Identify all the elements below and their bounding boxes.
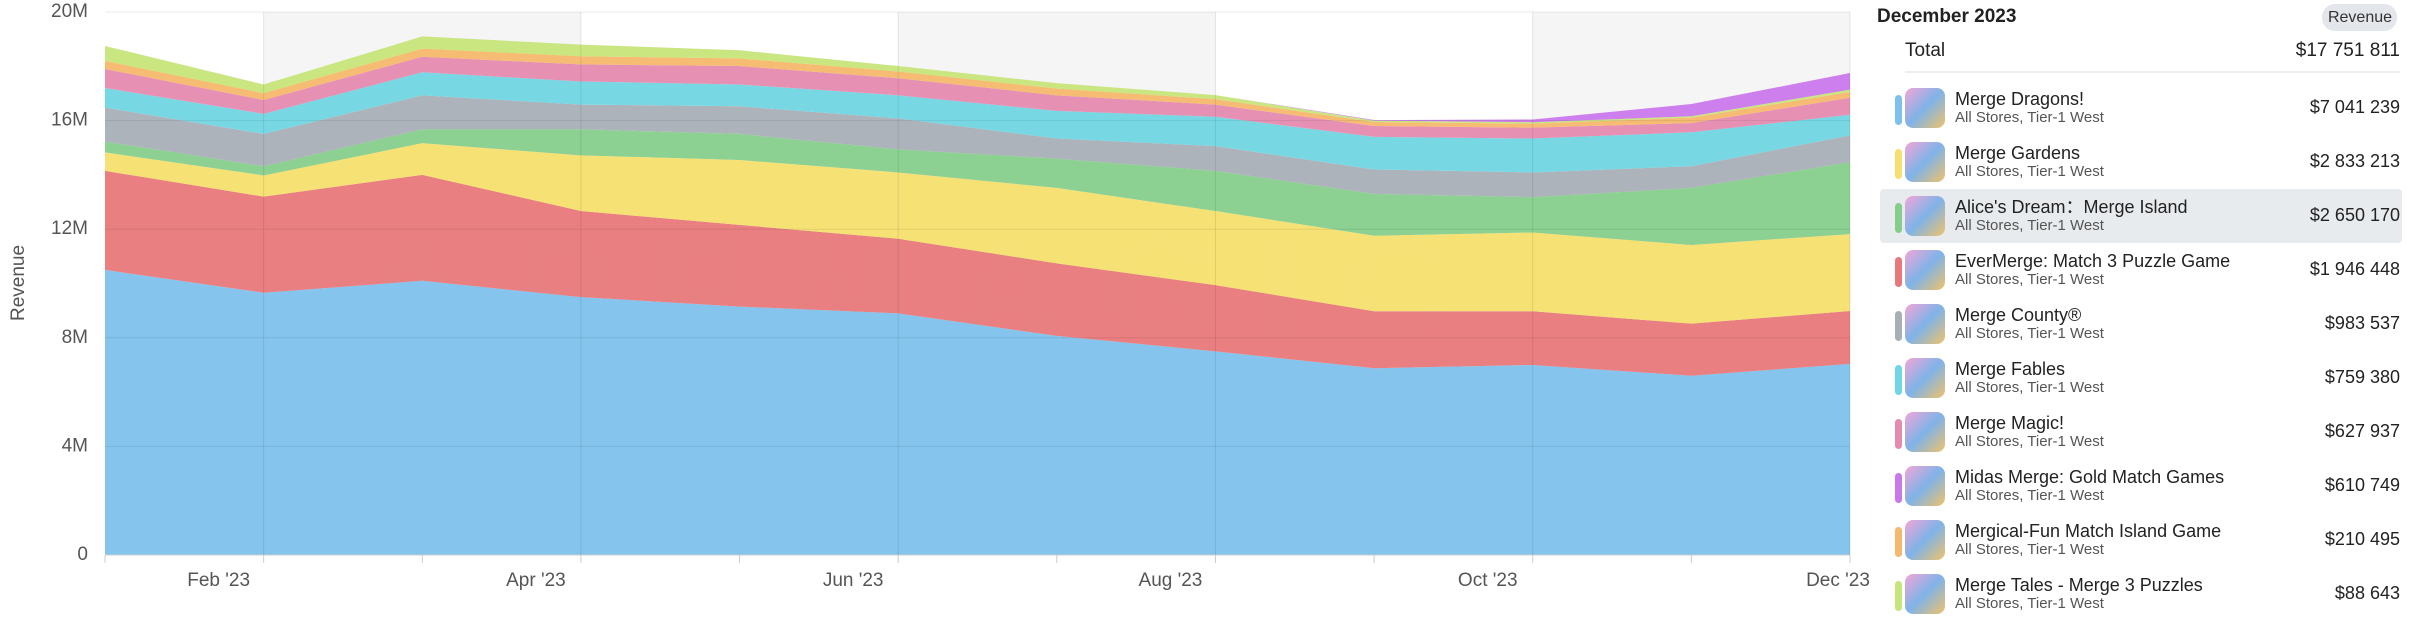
legend-swatch[interactable] bbox=[1895, 419, 1902, 449]
legend-panel: December 2023 Revenue Total $17 751 811 Merg… bbox=[1877, 4, 2402, 614]
y-tick-label: 16M bbox=[51, 110, 88, 131]
legend-swatch[interactable] bbox=[1895, 365, 1902, 395]
x-tick-label: Aug '23 bbox=[1139, 570, 1203, 591]
app-icon bbox=[1905, 574, 1945, 614]
legend-swatch[interactable] bbox=[1895, 149, 1902, 179]
app-icon bbox=[1905, 520, 1945, 560]
total-value: $17 751 811 bbox=[2296, 40, 2400, 61]
y-tick-label: 8M bbox=[62, 327, 88, 348]
app-subtitle: All Stores, Tier-1 West bbox=[1955, 109, 2105, 126]
area bbox=[105, 72, 1850, 173]
app-value: $1 946 448 bbox=[2310, 259, 2400, 279]
legend-swatch[interactable] bbox=[1895, 95, 1902, 125]
y-axis-title: Revenue bbox=[8, 245, 29, 321]
app-value: $210 495 bbox=[2325, 529, 2400, 549]
legend-swatch[interactable] bbox=[1895, 581, 1902, 611]
app-value: $7 041 239 bbox=[2310, 97, 2400, 117]
app-subtitle: All Stores, Tier-1 West bbox=[1955, 325, 2105, 342]
app-value: $983 537 bbox=[2325, 313, 2400, 333]
y-tick-label: 20M bbox=[51, 1, 88, 22]
y-tick-label: 4M bbox=[62, 435, 88, 456]
app-name: Merge Magic! bbox=[1955, 413, 2064, 433]
areas bbox=[105, 36, 1850, 555]
app-icon bbox=[1905, 250, 1945, 290]
app-name: Merge Tales - Merge 3 Puzzles bbox=[1955, 575, 2203, 595]
period: December 2023 bbox=[1877, 6, 2016, 27]
x-tick-label: Feb '23 bbox=[187, 570, 250, 591]
app-name: Alice's Dream：Merge Island bbox=[1955, 197, 2188, 217]
total-label: Total bbox=[1905, 40, 1945, 61]
app-icon bbox=[1905, 358, 1945, 398]
app-name: EverMerge: Match 3 Puzzle Game bbox=[1955, 251, 2230, 271]
app-value: $627 937 bbox=[2325, 421, 2400, 441]
app-value: $610 749 bbox=[2325, 475, 2400, 495]
y-tick-label: 0 bbox=[77, 544, 88, 565]
x-tick-label: Oct '23 bbox=[1458, 570, 1518, 591]
area bbox=[105, 269, 1850, 555]
app-subtitle: All Stores, Tier-1 West bbox=[1955, 163, 2105, 180]
app-subtitle: All Stores, Tier-1 West bbox=[1955, 541, 2105, 558]
axes: 0 4M 8M 12M 16M 20M Feb '23 Apr '23 Jun '23 Aug '… bbox=[51, 1, 1870, 591]
legend-swatch[interactable] bbox=[1895, 257, 1902, 287]
area bbox=[105, 56, 1850, 139]
app-icon bbox=[1905, 412, 1945, 452]
app-name: Merge Fables bbox=[1955, 359, 2065, 379]
app-icon bbox=[1905, 196, 1945, 236]
app-value: $2 833 213 bbox=[2310, 151, 2400, 171]
app-value: $759 380 bbox=[2325, 367, 2400, 387]
area bbox=[105, 95, 1850, 198]
area bbox=[105, 129, 1850, 245]
app-name: Mergical-Fun Match Island Game bbox=[1955, 521, 2221, 541]
app-icon bbox=[1905, 142, 1945, 182]
row-highlight bbox=[1880, 189, 2402, 243]
legend-swatch[interactable] bbox=[1895, 473, 1902, 503]
app-value: $2 650 170 bbox=[2310, 205, 2400, 225]
app-icon bbox=[1905, 88, 1945, 128]
app-subtitle: All Stores, Tier-1 West bbox=[1955, 379, 2105, 396]
app-subtitle: All Stores, Tier-1 West bbox=[1955, 595, 2105, 612]
legend-swatch[interactable] bbox=[1895, 203, 1902, 233]
y-tick-label: 12M bbox=[51, 218, 88, 239]
app-name: Midas Merge: Gold Match Games bbox=[1955, 467, 2224, 487]
area bbox=[105, 143, 1850, 324]
metric-button[interactable] bbox=[2322, 4, 2397, 31]
x-tick-label: Dec '23 bbox=[1806, 570, 1870, 591]
app-icon bbox=[1905, 304, 1945, 344]
app-subtitle: All Stores, Tier-1 West bbox=[1955, 487, 2105, 504]
area bbox=[105, 48, 1850, 128]
app-value: $88 643 bbox=[2335, 583, 2400, 603]
area bbox=[105, 36, 1850, 123]
app-icon bbox=[1905, 466, 1945, 506]
legend-swatch[interactable] bbox=[1895, 311, 1902, 341]
app-subtitle: All Stores, Tier-1 West bbox=[1955, 271, 2105, 288]
legend-swatch[interactable] bbox=[1895, 527, 1902, 557]
metric-label: Revenue bbox=[2328, 9, 2392, 26]
app-name: Merge Gardens bbox=[1955, 143, 2080, 163]
app-subtitle: All Stores, Tier-1 West bbox=[1955, 433, 2105, 450]
app-subtitle: All Stores, Tier-1 West bbox=[1955, 217, 2105, 234]
x-tick-label: Jun '23 bbox=[823, 570, 884, 591]
x-tick-label: Apr '23 bbox=[506, 570, 566, 591]
app-name: Merge Dragons! bbox=[1955, 89, 2084, 109]
area bbox=[105, 170, 1850, 376]
app-name: Merge County® bbox=[1955, 305, 2081, 325]
